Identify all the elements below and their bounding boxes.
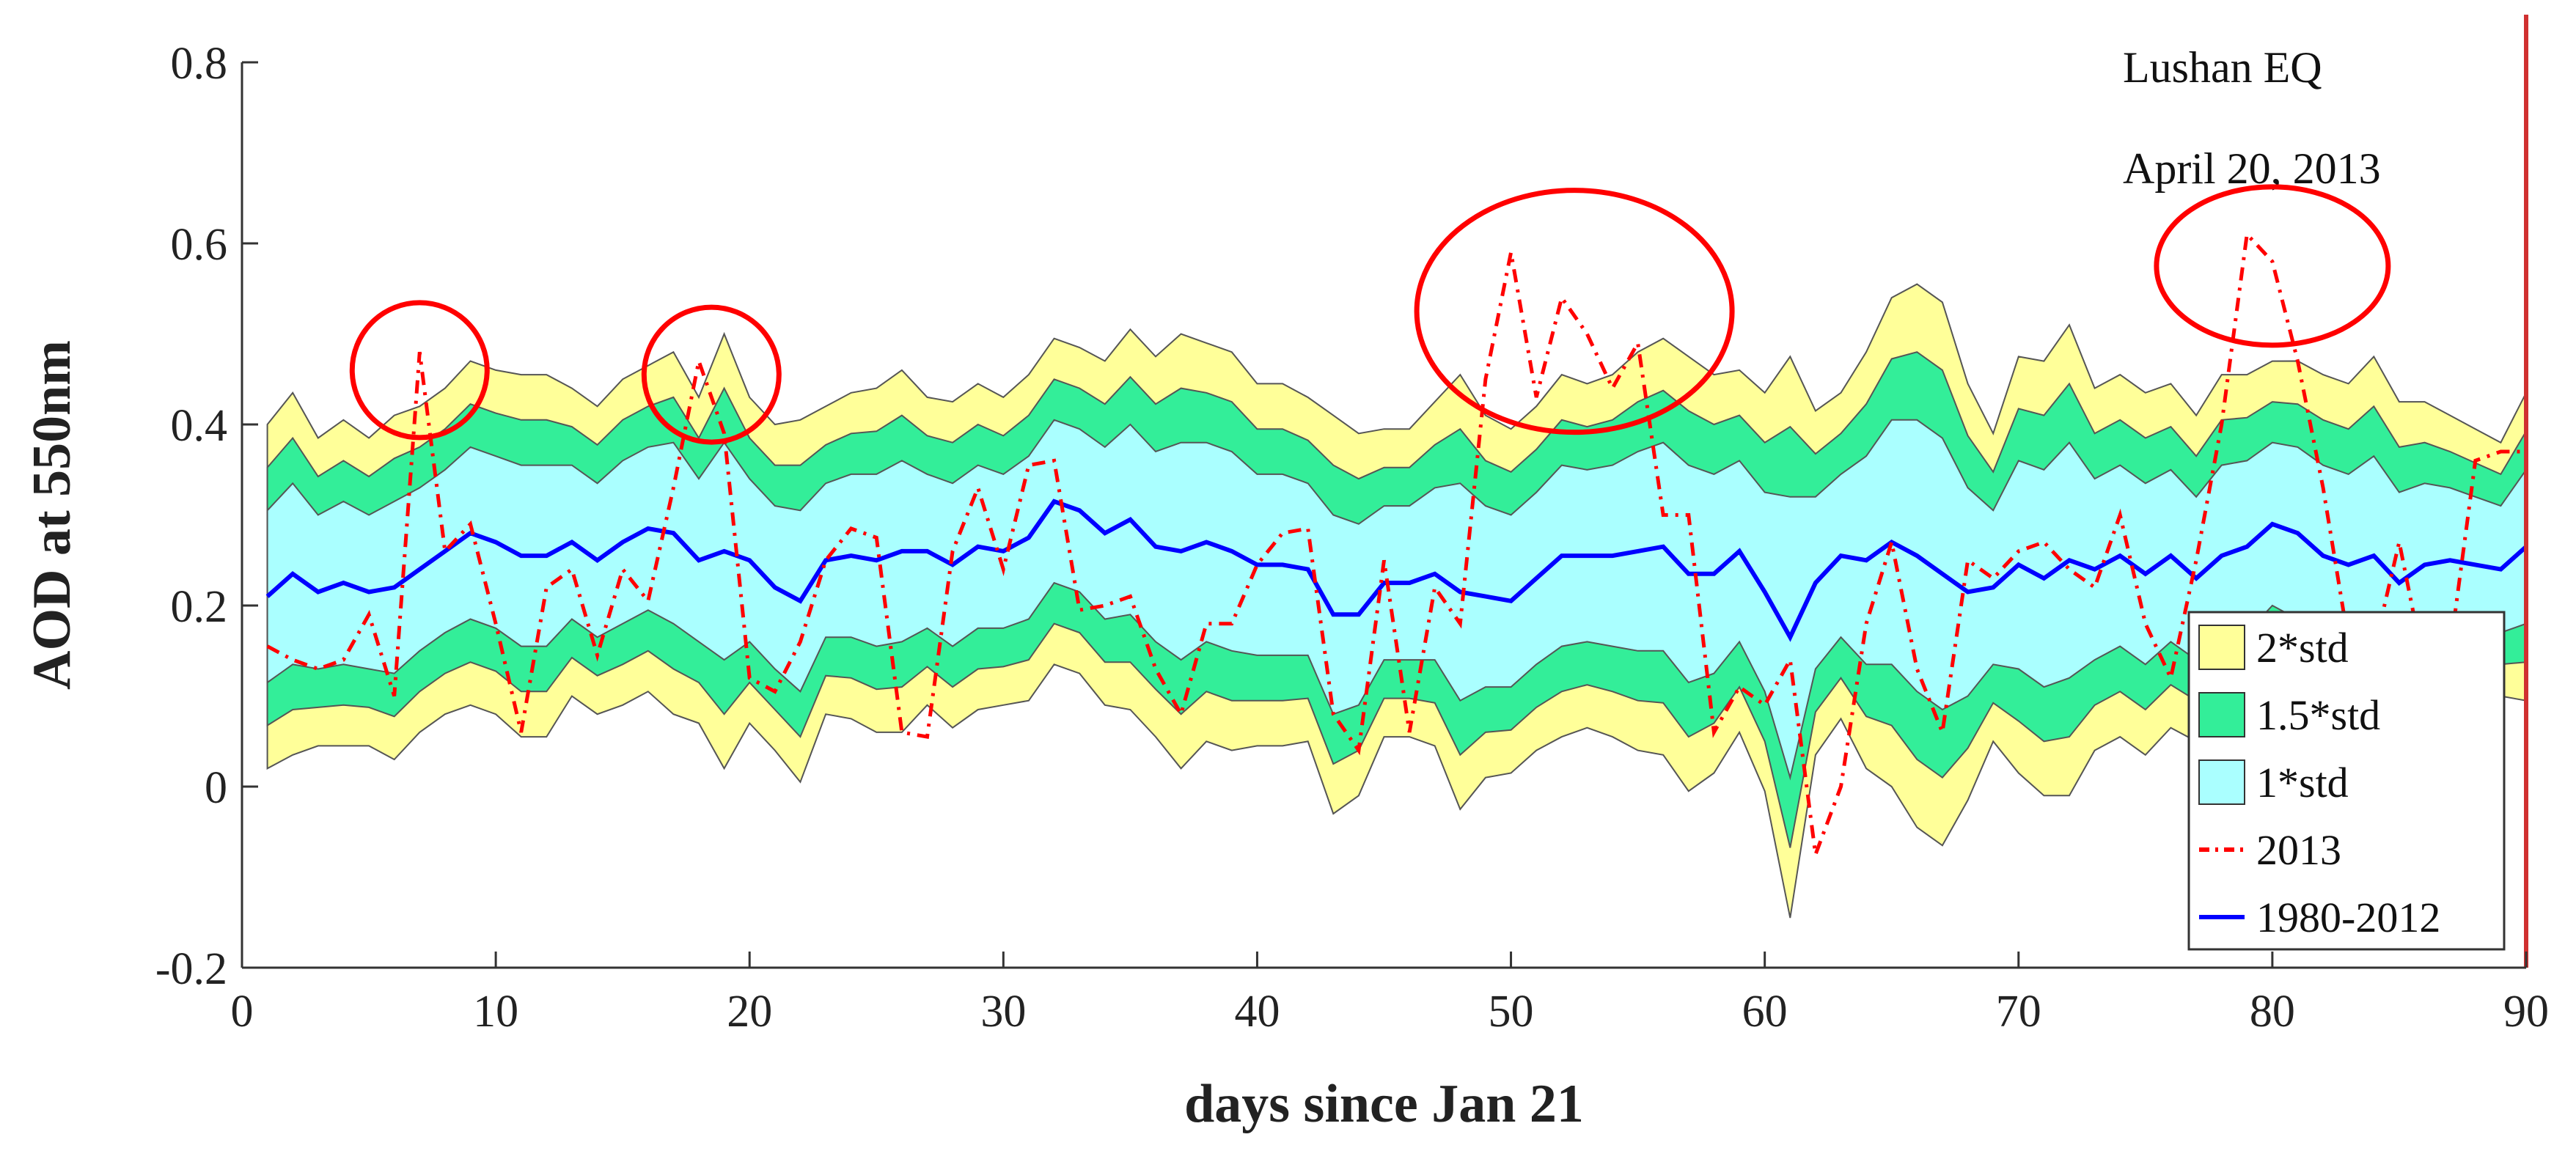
event-label-line1: Lushan EQ — [2123, 43, 2322, 92]
x-tick-label: 80 — [2250, 987, 2295, 1037]
event-label-line2: April 20, 2013 — [2123, 144, 2381, 193]
y-tick-label: 0.8 — [171, 39, 228, 89]
legend-swatch — [2198, 692, 2245, 737]
series-line-2013 — [266, 230, 2526, 856]
legend: 2*std 1.5*std 1*std 2013 1980-2012 — [2187, 611, 2506, 951]
series-lines — [265, 15, 2528, 968]
legend-swatch — [2198, 759, 2245, 805]
legend-swatch — [2198, 625, 2245, 670]
y-tick-label: 0.4 — [171, 401, 228, 451]
tick-labels: 0 10 20 30 40 50 60 70 80 90-0.200.20.40.60.8 — [155, 39, 2549, 1037]
x-tick-label: 10 — [473, 987, 518, 1037]
y-tick-label: 0 — [205, 763, 227, 813]
x-axis-title: days since Jan 21 — [1184, 1074, 1584, 1134]
x-tick-label: 90 — [2503, 987, 2549, 1037]
std-bands — [266, 283, 2527, 919]
legend-entry-label: 2*std — [2256, 624, 2349, 672]
x-tick-label: 40 — [1234, 987, 1280, 1037]
highlight-circle — [349, 300, 490, 441]
legend-entry-label: 1*std — [2256, 759, 2349, 806]
x-tick-label: 50 — [1489, 987, 1534, 1037]
y-tick-label: -0.2 — [155, 944, 227, 994]
annotations: Lushan EQ April 20, 2013 — [349, 43, 2391, 445]
y-axis-title: AOD at 550nm — [22, 340, 82, 690]
y-tick-label: 0.6 — [171, 220, 228, 270]
legend-entry-label: 1980-2012 — [2256, 894, 2440, 941]
highlight-circle — [2154, 184, 2391, 348]
highlight-circle — [641, 304, 782, 445]
x-tick-label: 20 — [727, 987, 772, 1037]
y-tick-label: 0.2 — [171, 582, 228, 632]
x-tick-label: 30 — [980, 987, 1026, 1037]
legend-entry-label: 2013 — [2256, 826, 2341, 874]
x-tick-label: 70 — [1996, 987, 2041, 1037]
axes — [241, 61, 2528, 969]
x-tick-label: 0 — [231, 987, 254, 1037]
series-line-1980-2012 — [265, 498, 2528, 642]
x-tick-label: 60 — [1742, 987, 1788, 1037]
highlight-circle — [1414, 188, 1735, 435]
legend-entry-label: 1.5*std — [2256, 691, 2380, 739]
